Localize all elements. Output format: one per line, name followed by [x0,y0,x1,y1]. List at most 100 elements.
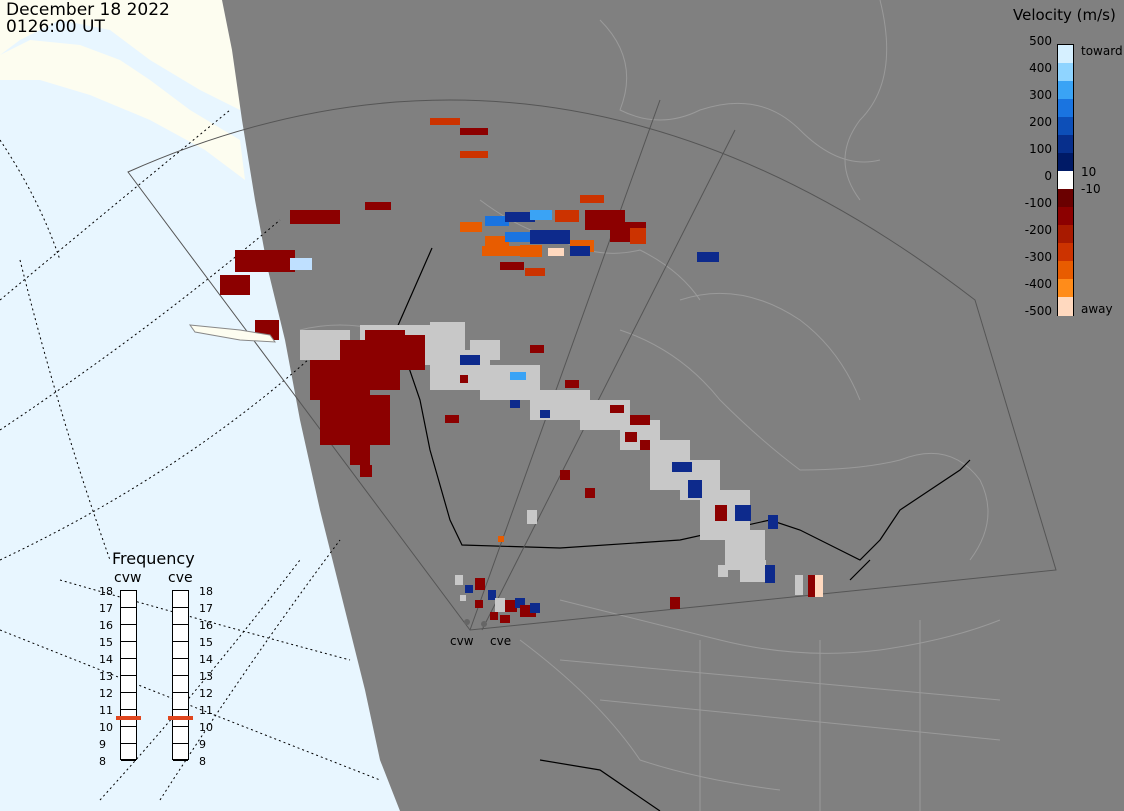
echo-cell [490,612,498,620]
frequency-cell [173,693,188,710]
frequency-level-label: 13 [199,670,213,683]
echo-cell [290,210,340,224]
velocity-bar-segment [1058,243,1073,262]
echo-cell [500,615,510,623]
velocity-bar-segment [1058,45,1073,64]
frequency-cell [173,659,188,676]
frequency-level-label: 14 [99,653,113,666]
velocity-tick-label: 200 [1029,115,1052,129]
velocity-tick-label: -500 [1024,304,1052,318]
frequency-cell [173,744,188,761]
echo-cell [565,380,579,388]
echo-cell [290,258,312,270]
frequency-level-label: 18 [199,585,213,598]
echo-cell [768,515,778,529]
frequency-level-label: 12 [99,687,113,700]
frequency-level-label: 16 [199,619,213,632]
velocity-tick-label: -300 [1024,250,1052,264]
velocity-bar-segment [1058,135,1073,154]
velocity-tick-label: 0 [1044,169,1052,183]
velocity-bar-segment [1058,117,1073,136]
velocity-tick-label: 10 [1081,165,1097,179]
velocity-bar-segment [1058,207,1073,226]
echo-cell [697,252,719,262]
frequency-level-label: 10 [199,721,213,734]
velocity-tick-label: 300 [1029,88,1052,102]
frequency-level-label: 17 [199,602,213,615]
station-label-cve: cve [490,634,512,648]
echo-cell [630,415,650,425]
velocity-bar-segment [1058,63,1073,82]
velocity-legend-title: Velocity (m/s) [1013,6,1116,24]
echo-cell [740,560,766,582]
echo-cell [560,470,570,480]
frequency-cell [121,659,136,676]
echo-cell [525,268,545,276]
frequency-column-cvw-label: cvw [114,570,142,586]
frequency-cell [173,727,188,744]
frequency-level-label: 13 [99,670,113,683]
echo-cell [320,395,390,445]
frequency-column-cve-label: cve [168,570,193,586]
frequency-cell [121,727,136,744]
echo-cell [485,236,509,246]
frequency-cell [173,710,188,727]
echo-cell [672,462,692,472]
echo-cell [630,228,646,244]
echo-cell [485,216,509,226]
date-label: December 18 2022 [6,0,170,20]
velocity-tick-label: -10 [1081,182,1101,196]
frequency-marker-cve [168,715,193,720]
frequency-level-label: 16 [99,619,113,632]
frequency-level-label: 18 [99,585,113,598]
echo-cell [765,565,775,583]
velocity-bar-segment [1058,297,1073,316]
echo-cell [365,202,391,210]
echo-cell [482,246,526,256]
echo-cell [610,405,624,413]
echo-cell [460,355,480,365]
echo-cell [505,600,517,612]
frequency-level-label: 11 [99,704,113,717]
frequency-legend-title: Frequency [112,549,195,568]
island-chain [188,324,277,343]
echo-cell [460,375,468,383]
borders [395,247,971,811]
frequency-cell [173,642,188,659]
frequency-cell [121,591,136,608]
day-land-south [0,40,245,180]
frequency-level-label: 14 [199,653,213,666]
echo-cell [527,510,537,524]
frequency-level-label: 8 [99,755,106,768]
coastlines [299,0,1001,811]
frequency-cell [173,625,188,642]
echo-cell [220,275,250,295]
velocity-color-bar [1057,44,1074,316]
velocity-bar-segment [1058,225,1073,244]
echo-cell [555,210,579,222]
echo-cell [465,585,473,593]
frequency-level-label: 10 [99,721,113,734]
frequency-cell [121,642,136,659]
frequency-cell [121,608,136,625]
velocity-bar-segment [1058,279,1073,298]
echo-cell [540,410,550,418]
velocity-bar-segment [1058,99,1073,118]
echo-cell [430,118,460,125]
echo-cell [505,212,535,222]
velocity-bar-segment [1058,261,1073,280]
echo-cell [488,590,496,600]
echo-cell [530,603,540,613]
frequency-cell [121,710,136,727]
echo-cell [585,488,595,498]
echo-cell [500,262,524,270]
station-cve-marker [481,621,487,627]
echo-cell [430,322,465,352]
velocity-tick-label: 400 [1029,61,1052,75]
frequency-cell [173,591,188,608]
echo-cell [495,598,505,612]
frequency-level-label: 9 [99,738,106,751]
echo-cell [460,222,482,232]
frequency-box-cve [172,590,189,761]
